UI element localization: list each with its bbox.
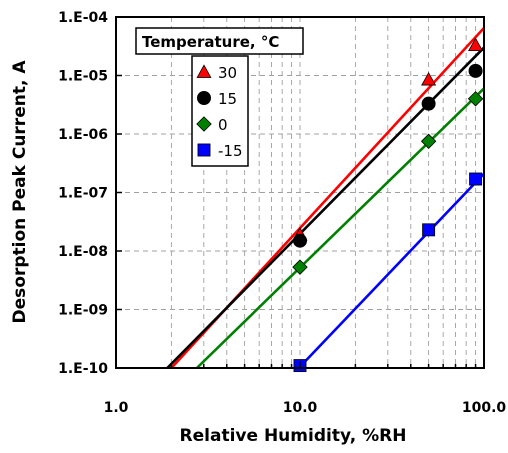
data-point-15 bbox=[421, 96, 436, 111]
y-tick-label: 1.E-06 bbox=[58, 127, 108, 143]
legend-label--15: -15 bbox=[218, 142, 243, 160]
x-tick-label: 10.0 bbox=[283, 400, 318, 416]
data-point-0 bbox=[467, 91, 484, 107]
y-tick-label: 1.E-08 bbox=[58, 244, 108, 260]
fit-line-0 bbox=[195, 87, 484, 368]
axis-ticks bbox=[115, 16, 485, 369]
data-points bbox=[292, 37, 484, 373]
legend-title: Temperature, °C bbox=[142, 33, 279, 51]
legend-label-0: 0 bbox=[218, 116, 228, 134]
x-tick-labels: 1.0 10.0 100.0 bbox=[104, 400, 507, 416]
x-tick-label: 100.0 bbox=[462, 400, 507, 416]
legend-marker--15 bbox=[197, 143, 211, 157]
legend-marker-0 bbox=[196, 116, 212, 132]
x-tick-label: 1.0 bbox=[104, 400, 129, 416]
grid bbox=[116, 17, 484, 368]
legend-marker-15 bbox=[196, 91, 211, 106]
data-point--15 bbox=[422, 223, 436, 237]
y-tick-label: 1.E-10 bbox=[58, 361, 108, 377]
legend-title-box bbox=[135, 27, 304, 55]
data-point-0 bbox=[420, 133, 437, 150]
data-point-30 bbox=[468, 37, 484, 52]
y-tick-label: 1.E-05 bbox=[58, 69, 108, 85]
y-tick-label: 1.E-07 bbox=[58, 186, 108, 202]
x-axis-title: Relative Humidity, %RH bbox=[180, 426, 407, 446]
y-tick-label: 1.E-09 bbox=[58, 303, 108, 319]
y-tick-label: 1.E-04 bbox=[58, 10, 108, 26]
y-axis-title: Desorption Peak Current, A bbox=[10, 60, 30, 324]
data-point-15 bbox=[292, 233, 307, 248]
legend-label-30: 30 bbox=[218, 64, 237, 82]
data-point-30 bbox=[421, 71, 437, 86]
legend-items: 30 15 0 -15 bbox=[191, 55, 249, 167]
fit-line--15 bbox=[299, 172, 484, 368]
data-point-15 bbox=[468, 63, 483, 78]
legend-label-15: 15 bbox=[218, 90, 237, 108]
legend-marker-30 bbox=[196, 64, 212, 78]
data-point-0 bbox=[292, 259, 308, 275]
data-point--15 bbox=[469, 172, 483, 186]
legend: Temperature, °C 30 15 0 -15 bbox=[135, 27, 304, 167]
y-tick-labels: 1.E-10 1.E-09 1.E-08 1.E-07 1.E-06 1.E-05 1.E-… bbox=[58, 10, 108, 377]
